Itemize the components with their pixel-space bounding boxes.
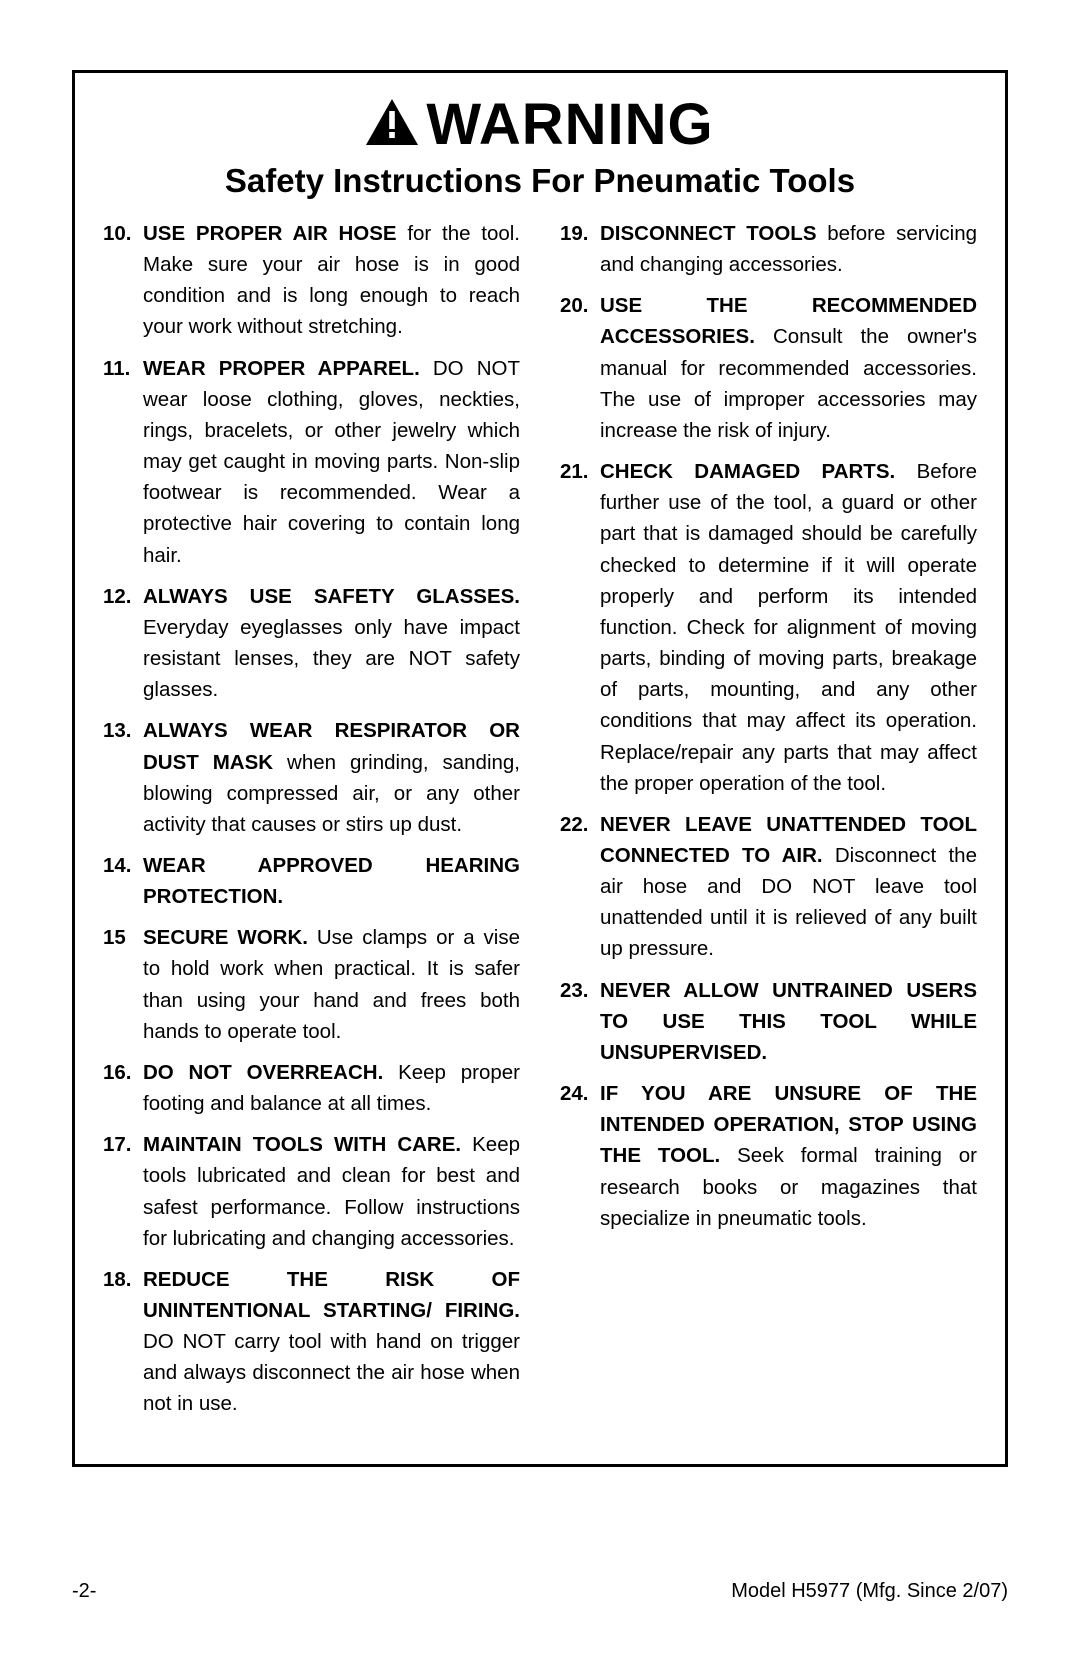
model-text: Model H5977 (Mfg. Since 2/07) <box>731 1580 1008 1603</box>
item-number: 16. <box>103 1057 143 1119</box>
item-body: DO NOT OVERREACH. Keep proper footing an… <box>143 1057 520 1119</box>
item-number: 17. <box>103 1129 143 1254</box>
item-body: DISCONNECT TOOLS before servicing and ch… <box>600 218 977 280</box>
item-number: 21. <box>560 456 600 799</box>
item-number: 10. <box>103 218 143 343</box>
item-bold: WEAR APPROVED HEARING PROTECTION. <box>143 854 520 908</box>
item-bold: IF YOU ARE UNSURE OF THE INTENDED OPERAT… <box>600 1082 977 1167</box>
item-bold: ALWAYS WEAR RESPIRATOR OR DUST MASK <box>143 719 520 773</box>
item-number: 18. <box>103 1264 143 1420</box>
item-body: ALWAYS USE SAFETY GLASSES. Everyday eyeg… <box>143 581 520 706</box>
item-body: NEVER LEAVE UNATTENDED TOOL CONNECTED TO… <box>600 809 977 965</box>
list-item: 19.DISCONNECT TOOLS before servicing and… <box>560 218 977 280</box>
item-body: NEVER ALLOW UNTRAINED USERS TO USE THIS … <box>600 975 977 1068</box>
item-bold: DISCONNECT TOOLS <box>600 222 817 245</box>
list-item: 10.USE PROPER AIR HOSE for the tool. Mak… <box>103 218 520 343</box>
item-number: 24. <box>560 1078 600 1234</box>
list-item: 21.CHECK DAMAGED PARTS. Before further u… <box>560 456 977 799</box>
item-body: SECURE WORK. Use clamps or a vise to hol… <box>143 922 520 1047</box>
list-item: 13.ALWAYS WEAR RESPIRATOR OR DUST MASK w… <box>103 715 520 840</box>
item-bold: SECURE WORK. <box>143 926 308 949</box>
heading-block: WARNING Safety Instructions For Pneumati… <box>103 91 977 200</box>
page-number: -2- <box>72 1580 96 1603</box>
list-item: 16.DO NOT OVERREACH. Keep proper footing… <box>103 1057 520 1119</box>
list-item: 22.NEVER LEAVE UNATTENDED TOOL CONNECTED… <box>560 809 977 965</box>
item-body: IF YOU ARE UNSURE OF THE INTENDED OPERAT… <box>600 1078 977 1234</box>
item-body: WEAR APPROVED HEARING PROTECTION. <box>143 850 520 912</box>
item-body: REDUCE THE RISK OF UNINTENTIONAL STARTIN… <box>143 1264 520 1420</box>
item-bold: NEVER ALLOW UNTRAINED USERS TO USE THIS … <box>600 979 977 1064</box>
warning-box: WARNING Safety Instructions For Pneumati… <box>72 70 1008 1467</box>
warning-triangle-icon <box>366 99 418 150</box>
item-number: 14. <box>103 850 143 912</box>
item-bold: ALWAYS USE SAFETY GLASSES. <box>143 585 520 608</box>
item-number: 23. <box>560 975 600 1068</box>
footer: -2- Model H5977 (Mfg. Since 2/07) <box>72 1580 1008 1603</box>
item-body: MAINTAIN TOOLS WITH CARE. Keep tools lub… <box>143 1129 520 1254</box>
list-item: 15SECURE WORK. Use clamps or a vise to h… <box>103 922 520 1047</box>
list-item: 18.REDUCE THE RISK OF UNINTENTIONAL STAR… <box>103 1264 520 1420</box>
item-number: 22. <box>560 809 600 965</box>
item-number: 19. <box>560 218 600 280</box>
item-number: 15 <box>103 922 143 1047</box>
list-item: 24.IF YOU ARE UNSURE OF THE INTENDED OPE… <box>560 1078 977 1234</box>
list-item: 23.NEVER ALLOW UNTRAINED USERS TO USE TH… <box>560 975 977 1068</box>
item-bold: USE PROPER AIR HOSE <box>143 222 397 245</box>
item-body: CHECK DAMAGED PARTS. Before further use … <box>600 456 977 799</box>
subtitle: Safety Instructions For Pneumatic Tools <box>103 162 977 200</box>
item-number: 12. <box>103 581 143 706</box>
item-body: WEAR PROPER APPAREL. DO NOT wear loose c… <box>143 353 520 571</box>
item-body: ALWAYS WEAR RESPIRATOR OR DUST MASK when… <box>143 715 520 840</box>
item-bold: REDUCE THE RISK OF UNINTENTIONAL STARTIN… <box>143 1268 520 1322</box>
item-body: USE THE RECOMMENDED ACCESSORIES. Consult… <box>600 290 977 446</box>
item-bold: MAINTAIN TOOLS WITH CARE. <box>143 1133 461 1156</box>
warning-line: WARNING <box>366 91 713 158</box>
item-number: 20. <box>560 290 600 446</box>
columns: 10.USE PROPER AIR HOSE for the tool. Mak… <box>103 218 977 1430</box>
item-bold: DO NOT OVERREACH. <box>143 1061 383 1084</box>
list-item: 14.WEAR APPROVED HEARING PROTECTION. <box>103 850 520 912</box>
item-bold: NEVER LEAVE UNATTENDED TOOL CONNECTED TO… <box>600 813 977 867</box>
list-item: 20.USE THE RECOMMENDED ACCESSORIES. Cons… <box>560 290 977 446</box>
item-number: 13. <box>103 715 143 840</box>
item-body: USE PROPER AIR HOSE for the tool. Make s… <box>143 218 520 343</box>
list-item: 12.ALWAYS USE SAFETY GLASSES. Everyday e… <box>103 581 520 706</box>
page: WARNING Safety Instructions For Pneumati… <box>0 0 1080 1669</box>
list-item: 11.WEAR PROPER APPAREL. DO NOT wear loos… <box>103 353 520 571</box>
left-column: 10.USE PROPER AIR HOSE for the tool. Mak… <box>103 218 520 1430</box>
item-number: 11. <box>103 353 143 571</box>
item-bold: CHECK DAMAGED PARTS. <box>600 460 895 483</box>
right-column: 19.DISCONNECT TOOLS before servicing and… <box>560 218 977 1430</box>
warning-label: WARNING <box>426 91 713 158</box>
list-item: 17.MAINTAIN TOOLS WITH CARE. Keep tools … <box>103 1129 520 1254</box>
item-bold: USE THE RECOMMENDED ACCESSORIES. <box>600 294 977 348</box>
item-bold: WEAR PROPER APPAREL. <box>143 357 420 380</box>
